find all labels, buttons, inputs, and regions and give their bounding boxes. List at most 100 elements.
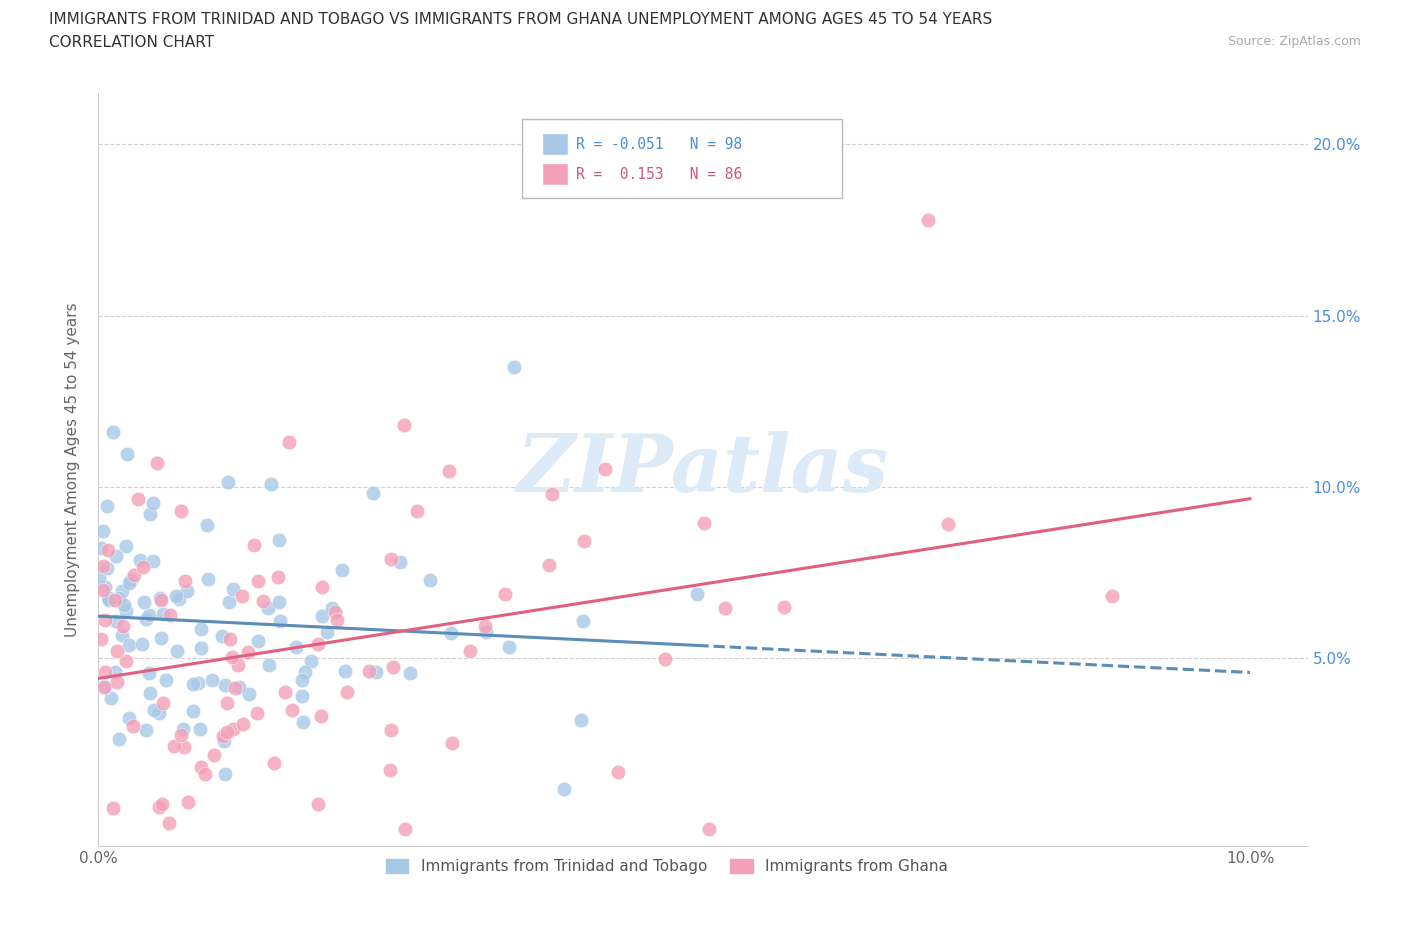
Point bbox=[269, 614, 291, 629]
Point bbox=[202, 748, 225, 763]
Point bbox=[311, 609, 333, 624]
Point bbox=[307, 796, 329, 811]
Point bbox=[157, 816, 180, 830]
Text: Source: ZipAtlas.com: Source: ZipAtlas.com bbox=[1227, 35, 1361, 48]
Point bbox=[218, 595, 240, 610]
Point bbox=[149, 592, 172, 607]
Point bbox=[105, 674, 128, 689]
Point bbox=[105, 549, 128, 564]
Point bbox=[142, 553, 165, 568]
Point bbox=[128, 552, 150, 567]
Point bbox=[94, 579, 117, 594]
Point bbox=[278, 434, 301, 449]
Point bbox=[440, 625, 463, 640]
Point bbox=[541, 487, 564, 502]
Point bbox=[274, 684, 297, 699]
Point bbox=[172, 721, 194, 736]
Point bbox=[176, 584, 198, 599]
Point bbox=[917, 212, 939, 227]
Point bbox=[194, 767, 217, 782]
Point bbox=[181, 703, 204, 718]
Point bbox=[311, 580, 333, 595]
Point bbox=[475, 625, 498, 640]
Point bbox=[267, 569, 290, 584]
Point bbox=[173, 739, 195, 754]
Point bbox=[243, 538, 266, 552]
Point bbox=[503, 360, 526, 375]
Point bbox=[217, 695, 239, 710]
Point bbox=[439, 463, 461, 478]
Point bbox=[195, 517, 218, 532]
Point bbox=[108, 591, 131, 606]
Point bbox=[165, 589, 187, 604]
Point bbox=[145, 455, 167, 470]
Point bbox=[118, 637, 141, 652]
Point bbox=[91, 524, 114, 538]
Point bbox=[294, 664, 316, 679]
Point bbox=[553, 782, 575, 797]
Point bbox=[366, 665, 388, 680]
Point bbox=[155, 672, 177, 687]
Point bbox=[124, 567, 146, 582]
Point bbox=[139, 686, 162, 701]
Point bbox=[91, 583, 114, 598]
Point bbox=[190, 760, 212, 775]
Point bbox=[177, 794, 200, 809]
Point bbox=[246, 573, 269, 588]
Point bbox=[224, 681, 246, 696]
Point bbox=[281, 703, 304, 718]
Point bbox=[228, 680, 250, 695]
Point bbox=[190, 621, 212, 636]
Point bbox=[188, 721, 211, 736]
Point bbox=[1101, 589, 1123, 604]
Point bbox=[211, 629, 233, 644]
Point bbox=[138, 608, 160, 623]
Point bbox=[104, 592, 127, 607]
Point bbox=[90, 540, 112, 555]
Point bbox=[388, 555, 411, 570]
Point bbox=[91, 558, 114, 573]
Point bbox=[148, 799, 170, 814]
Point bbox=[103, 801, 125, 816]
Point bbox=[148, 706, 170, 721]
Point bbox=[323, 604, 346, 619]
Point bbox=[773, 600, 796, 615]
Point bbox=[96, 498, 118, 513]
Point bbox=[111, 628, 134, 643]
Point bbox=[222, 722, 245, 737]
Point bbox=[392, 418, 415, 432]
Y-axis label: Unemployment Among Ages 45 to 54 years: Unemployment Among Ages 45 to 54 years bbox=[65, 302, 80, 637]
Point bbox=[214, 678, 236, 693]
Point bbox=[299, 654, 322, 669]
Point bbox=[166, 644, 188, 658]
Legend: Immigrants from Trinidad and Tobago, Immigrants from Ghana: Immigrants from Trinidad and Tobago, Imm… bbox=[380, 853, 955, 880]
Point bbox=[238, 687, 260, 702]
Point bbox=[336, 684, 359, 699]
Point bbox=[108, 732, 131, 747]
Point bbox=[152, 606, 174, 621]
Point bbox=[169, 504, 191, 519]
Point bbox=[440, 736, 463, 751]
Point bbox=[246, 633, 269, 648]
Point bbox=[219, 631, 242, 646]
Point bbox=[221, 650, 243, 665]
Point bbox=[112, 618, 135, 633]
Point bbox=[167, 591, 190, 606]
Point bbox=[105, 644, 128, 658]
Point bbox=[89, 570, 111, 585]
Point bbox=[285, 640, 308, 655]
Point bbox=[201, 673, 224, 688]
Point bbox=[359, 664, 381, 679]
Point bbox=[90, 632, 112, 647]
Point bbox=[174, 574, 197, 589]
Point bbox=[94, 679, 117, 694]
Point bbox=[380, 551, 402, 566]
Point bbox=[135, 723, 157, 737]
Text: IMMIGRANTS FROM TRINIDAD AND TOBAGO VS IMMIGRANTS FROM GHANA UNEMPLOYMENT AMONG : IMMIGRANTS FROM TRINIDAD AND TOBAGO VS I… bbox=[49, 12, 993, 27]
Point bbox=[474, 619, 496, 634]
Point bbox=[149, 591, 172, 606]
Point bbox=[93, 679, 115, 694]
Point bbox=[112, 598, 135, 613]
Point bbox=[117, 576, 139, 591]
Point bbox=[115, 538, 138, 553]
